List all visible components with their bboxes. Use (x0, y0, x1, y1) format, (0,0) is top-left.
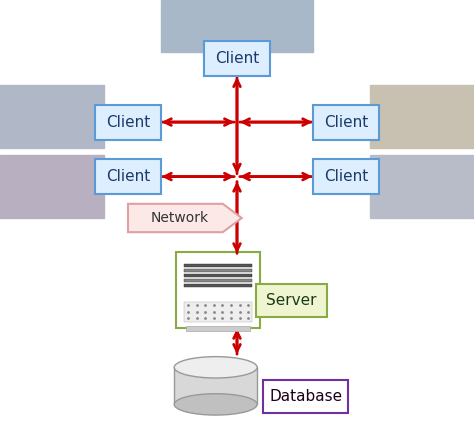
Text: Client: Client (324, 115, 368, 129)
FancyBboxPatch shape (256, 285, 327, 317)
Text: Client: Client (215, 51, 259, 66)
Bar (370, 155, 474, 218)
Bar (370, 85, 474, 148)
Text: Client: Client (324, 169, 368, 184)
Ellipse shape (174, 357, 257, 378)
Text: Client: Client (106, 115, 150, 129)
Bar (186, 326, 250, 331)
FancyBboxPatch shape (95, 159, 161, 194)
Text: Database: Database (269, 389, 342, 404)
FancyBboxPatch shape (204, 41, 270, 76)
Bar (184, 279, 252, 283)
Bar (0, 85, 104, 148)
Text: Network: Network (151, 211, 209, 225)
Bar (174, 367, 257, 405)
Bar (0, 155, 104, 218)
FancyBboxPatch shape (313, 159, 379, 194)
Bar (184, 264, 252, 267)
Bar (184, 269, 252, 272)
FancyBboxPatch shape (263, 380, 348, 413)
Ellipse shape (174, 394, 257, 415)
FancyBboxPatch shape (175, 252, 261, 328)
Bar (184, 274, 252, 277)
Bar (161, 0, 313, 52)
FancyBboxPatch shape (313, 105, 379, 140)
FancyBboxPatch shape (95, 105, 161, 140)
Text: Server: Server (266, 293, 317, 308)
Bar (184, 302, 252, 322)
Text: Client: Client (106, 169, 150, 184)
Bar (184, 284, 252, 287)
Polygon shape (128, 204, 242, 232)
